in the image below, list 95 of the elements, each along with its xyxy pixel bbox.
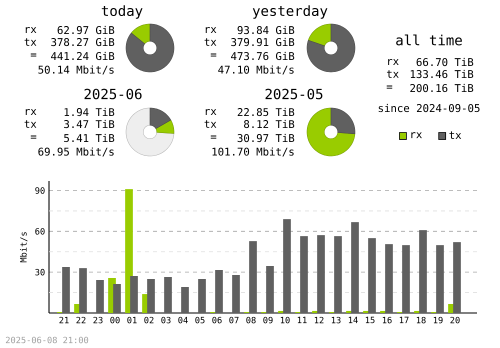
text: 133.46 TiB [410,70,474,78]
bar [79,268,87,313]
bar [351,222,359,313]
bar [385,244,393,313]
text: = [30,136,36,139]
text: = [30,54,36,57]
text: 2025-06-08 21:00 [6,336,88,344]
x-tick-label: 14 [348,316,358,324]
text: since 2024-09-05 [378,104,480,112]
bar [368,238,376,313]
text: tx [24,120,36,128]
x-tick-label: 12 [314,316,324,324]
x-tick-label: 10 [280,316,290,324]
text: rx [206,109,216,115]
bar [198,278,206,313]
text: tx [204,38,216,46]
bar [215,270,223,313]
text: all time [396,34,462,46]
text: rx [388,58,399,65]
x-tick-label: 00 [110,316,120,324]
text: rx [26,109,36,115]
x-tick-label: 15 [366,316,375,324]
bar [147,278,155,313]
text: = [386,86,392,89]
bar [402,245,410,313]
text: 93.84 GiB [238,26,294,34]
bar [419,230,427,313]
bar [300,236,308,313]
y-axis-title: Mbit/s [20,232,28,262]
text: 200.16 TiB [410,84,474,92]
text: 30.97 TiB [238,134,294,142]
x-tick-label: 11 [298,316,307,324]
bar [113,284,121,313]
text: tx [386,70,399,78]
x-tick-label: 06 [212,316,222,324]
legend-label: rx [411,132,422,138]
text: 22.85 TiB [238,108,294,116]
text: 66.70 TiB [416,58,474,66]
text: 5.41 TiB [64,134,114,142]
x-tick-label: 18 [416,316,426,324]
text: 473.76 GiB [231,52,294,60]
x-tick-label: 20 [450,316,460,324]
text: 441.24 GiB [51,52,114,60]
legend-label: tx [449,131,462,139]
text: 62.97 GiB [58,26,114,34]
x-tick-label: 21 [59,316,69,324]
text: 101.70 Mbit/s [212,147,294,157]
x-tick-label: 19 [434,316,443,324]
text: = [210,136,216,139]
x-tick-label: 17 [400,316,409,324]
x-tick-label: 04 [178,316,188,324]
x-tick-label: 05 [195,316,205,324]
text: 47.10 Mbit/s [218,65,294,75]
x-tick-label: 16 [382,316,392,324]
x-tick-label: 07 [229,316,239,324]
bar [453,242,461,313]
bar [130,276,138,313]
y-tick-label: 30 [35,268,45,276]
y-tick-label: 60 [35,228,45,235]
chart-title: today [102,5,143,19]
text: tx [204,120,216,128]
text: 1.94 TiB [64,108,114,116]
bar [164,277,172,313]
text: 50.14 Mbit/s [38,65,114,75]
text: rx [26,26,36,33]
x-tick-label: 03 [161,316,171,324]
bar [266,266,274,313]
bar [334,236,342,313]
text: = [210,54,216,57]
x-tick-label: 02 [144,316,154,324]
text: 69.95 Mbit/s [38,147,114,157]
text: tx [24,38,36,46]
chart-title: 2025-06 [84,88,142,100]
chart-title: 2025-05 [266,88,322,100]
x-tick-label: 22 [76,316,86,324]
text: 8.12 TiB [244,120,294,128]
x-tick-label: 23 [93,316,103,324]
chart-title: yesterday [252,5,328,19]
bar [62,266,70,313]
x-tick-label: 09 [263,316,273,324]
bar [181,286,189,313]
text: 378.27 GiB [51,38,114,46]
x-tick-label: 08 [246,316,256,324]
x-tick-label: 01 [127,316,137,324]
text: 379.91 GiB [231,38,294,46]
text: 3.47 TiB [64,120,114,128]
bar [283,219,291,313]
y-tick-label: 90 [35,187,45,194]
x-tick-label: 13 [332,316,341,324]
text: rx [206,26,216,33]
bar [96,280,104,313]
bar [232,275,240,313]
bar [436,245,444,313]
bar [317,235,325,313]
bar [249,241,257,313]
